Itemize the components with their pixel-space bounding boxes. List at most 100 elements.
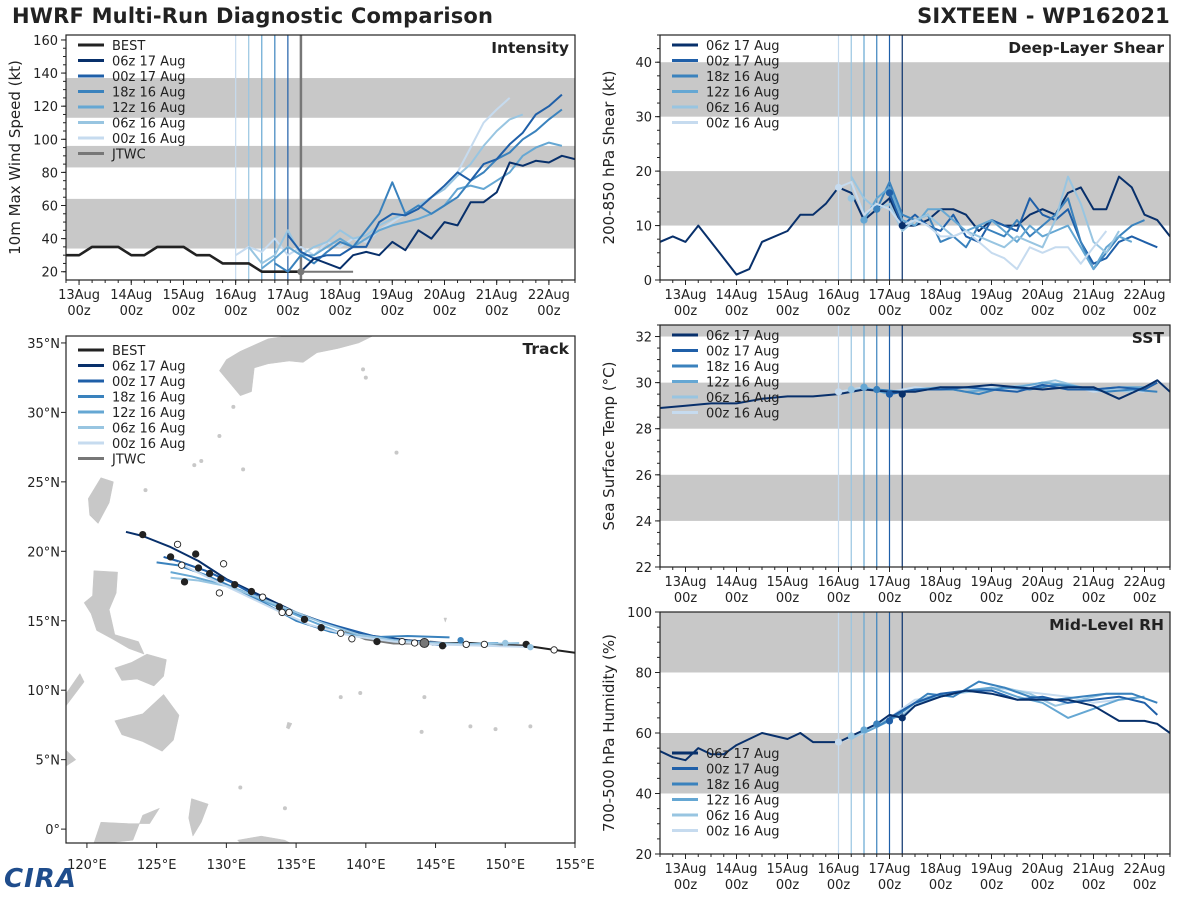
legend-label: 12z 16 Aug: [112, 101, 186, 116]
lat-tick-label: 5°N: [36, 754, 61, 769]
init-point: [847, 194, 855, 202]
x-tick-hour-label: 00z: [120, 304, 144, 319]
x-tick-day-label: 15Aug: [767, 575, 809, 590]
x-tick-hour-label: 00z: [485, 304, 509, 319]
legend-label: 06z 16 Aug: [112, 117, 186, 132]
legend-label: 00z 16 Aug: [112, 132, 186, 147]
init-point: [873, 205, 881, 213]
init-point: [860, 216, 868, 224]
legend-label: 06z 16 Aug: [112, 422, 186, 437]
x-tick-day-label: 13Aug: [665, 288, 707, 303]
x-tick-hour-label: 00z: [172, 304, 196, 319]
x-tick-hour-label: 00z: [674, 591, 698, 606]
lat-tick-label: 10°N: [27, 684, 60, 699]
x-tick-hour-label: 00z: [224, 304, 248, 319]
x-tick-hour-label: 00z: [1082, 878, 1106, 893]
track-panel: 120°E 125°E 130°E 135°E 140°E 145°E 150°E 155°E…: [27, 335, 595, 880]
track-line-run_06z17: [125, 530, 443, 644]
x-tick-hour-label: 00z: [1082, 304, 1106, 319]
island: [459, 855, 463, 859]
track-marker: [457, 637, 464, 644]
lon-tick-label: 125°E: [137, 858, 177, 873]
init-point: [898, 221, 906, 230]
legend-label: 12z 16 Aug: [706, 376, 780, 391]
x-tick-day-label: 16Aug: [818, 288, 860, 303]
init-point: [885, 717, 894, 725]
y-tick-label: 20: [635, 165, 652, 180]
legend-label: JTWC: [111, 148, 146, 163]
track-marker: [194, 564, 203, 572]
x-tick-hour-label: 00z: [776, 304, 800, 319]
x-tick-day-label: 13Aug: [58, 288, 100, 303]
legend-label: 12z 16 Aug: [706, 86, 780, 101]
legend-label: 06z 17 Aug: [706, 329, 780, 344]
init-point: [847, 385, 855, 394]
rh-panel: 2040608010013Aug00z14Aug00z15Aug00z16Aug…: [600, 606, 1171, 893]
x-tick-hour-label: 00z: [433, 304, 457, 319]
land-mass: [443, 617, 448, 623]
x-tick-day-label: 18Aug: [920, 862, 962, 877]
island: [363, 375, 368, 380]
island: [524, 876, 528, 880]
x-tick-day-label: 19Aug: [971, 288, 1013, 303]
x-tick-day-label: 14Aug: [110, 288, 152, 303]
legend-label: 00z 16 Aug: [706, 407, 780, 422]
threshold-band: [66, 145, 575, 168]
legend-label: 00z 17 Aug: [706, 55, 780, 70]
x-tick-hour-label: 00z: [827, 591, 851, 606]
series-line-run_06z17: [660, 379, 1170, 409]
series-line-run_00z16: [838, 181, 1108, 271]
island: [528, 724, 533, 729]
track-marker: [180, 578, 189, 586]
map-area: [66, 336, 575, 880]
land-mass: [236, 835, 291, 843]
x-tick-day-label: 17Aug: [869, 575, 911, 590]
track-marker: [247, 587, 256, 596]
track-marker: [219, 560, 228, 568]
plot-area: [660, 35, 1170, 280]
legend-label: 06z 16 Aug: [706, 809, 780, 824]
shear-panel: 01020304013Aug00z14Aug00z15Aug00z16Aug00…: [600, 34, 1171, 319]
track-line-run_06z16: [170, 576, 520, 646]
map-frame: [65, 335, 576, 844]
y-tick-label: 80: [41, 166, 58, 181]
lat-tick-label: 35°N: [27, 337, 60, 352]
track-marker: [275, 603, 284, 611]
x-tick-day-label: 16Aug: [818, 862, 860, 877]
island: [361, 367, 366, 372]
x-tick-day-label: 21Aug: [1073, 288, 1115, 303]
panel-title: Deep-Layer Shear: [1008, 39, 1164, 57]
legend-label: 00z 17 Aug: [706, 763, 780, 778]
x-tick-day-label: 15Aug: [767, 862, 809, 877]
x-tick-day-label: 17Aug: [267, 288, 309, 303]
init-point: [885, 189, 894, 197]
y-tick-label: 20: [41, 266, 58, 281]
jtwc-init-point: [297, 268, 305, 276]
y-tick-label: 40: [41, 233, 58, 248]
chart-title-right: SIXTEEN - WP162021: [917, 4, 1170, 28]
y-tick-label: 22: [635, 561, 652, 576]
threshold-band: [660, 325, 1170, 337]
x-tick-day-label: 22Aug: [1124, 575, 1166, 590]
legend-label: 06z 17 Aug: [112, 360, 186, 375]
y-tick-label: 120: [33, 100, 58, 115]
legend-label: 18z 16 Aug: [706, 360, 780, 375]
track-marker: [300, 615, 309, 624]
x-tick-hour-label: 00z: [725, 878, 749, 893]
y-tick-label: 30: [635, 377, 652, 392]
legend-label: 00z 17 Aug: [706, 345, 780, 360]
x-tick-day-label: 19Aug: [371, 288, 413, 303]
legend-label: 06z 16 Aug: [706, 101, 780, 116]
y-axis-label: 10m Max Wind Speed (kt): [6, 60, 24, 255]
island: [143, 488, 148, 493]
y-tick-label: 26: [635, 469, 652, 484]
track-marker: [480, 640, 489, 649]
y-tick-label: 24: [635, 515, 652, 530]
y-tick-label: 80: [635, 667, 652, 682]
legend-label: 18z 16 Aug: [706, 778, 780, 793]
y-tick-label: 160: [33, 34, 58, 49]
plot-area: [660, 325, 1170, 567]
track-marker: [337, 629, 345, 637]
legend-label: 06z 17 Aug: [112, 55, 186, 70]
x-tick-day-label: 22Aug: [1124, 862, 1166, 877]
